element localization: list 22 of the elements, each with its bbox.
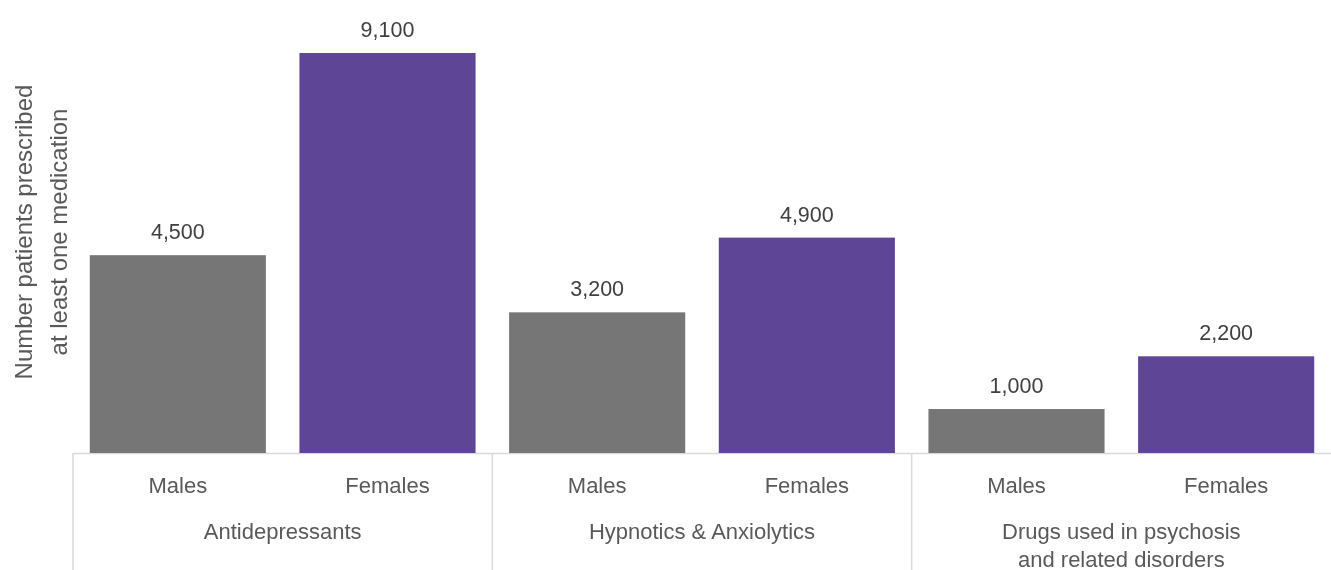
bar	[509, 312, 686, 453]
data-label: 4,900	[779, 202, 834, 227]
data-label: 1,000	[989, 374, 1044, 399]
x-tick-label: Drugs used in psychosis and related disorders	[1002, 519, 1241, 570]
series-label: Males	[148, 473, 208, 498]
bar	[89, 255, 266, 453]
series-label: Females	[345, 473, 430, 498]
bar	[718, 237, 895, 453]
text: Males	[987, 473, 1046, 498]
bar	[1138, 356, 1315, 453]
data-label: 3,200	[570, 277, 625, 302]
y-axis-title: Number patients prescribed at least one medication	[9, 84, 71, 380]
bar	[299, 53, 476, 453]
text: Females	[1183, 473, 1269, 498]
text: Males	[567, 473, 627, 498]
data-label: 9,100	[360, 18, 415, 42]
text: Females	[764, 473, 850, 498]
bar	[928, 409, 1105, 453]
data-label: 4,500	[150, 220, 205, 245]
x-tick-label: Antidepressants	[203, 519, 362, 544]
x-tick-label: Hypnotics & Anxiolytics	[588, 519, 816, 544]
data-label: 2,200	[1199, 321, 1254, 346]
